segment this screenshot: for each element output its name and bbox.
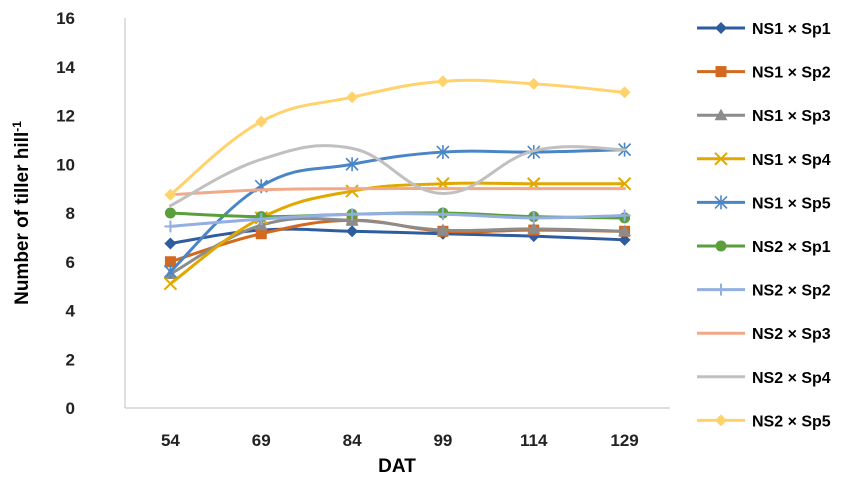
data-point [436, 208, 449, 221]
y-tick-label: 6 [66, 253, 75, 272]
data-point [436, 223, 450, 236]
y-axis-title-superscript: -1 [10, 121, 24, 132]
series-line [168, 148, 627, 273]
series-line [168, 212, 627, 228]
x-tick-label: 84 [343, 431, 362, 450]
series-9 [168, 144, 627, 208]
legend-marker [715, 240, 727, 252]
data-point [527, 77, 540, 90]
series-10 [164, 75, 631, 201]
legend-item: NS1 × Sp5 [697, 195, 831, 212]
data-point [163, 276, 178, 291]
series-8 [168, 187, 627, 197]
legend-marker [714, 108, 728, 121]
series-2 [164, 214, 631, 268]
data-point [346, 208, 359, 221]
x-tick-label: 54 [161, 431, 180, 450]
legend-marker [714, 195, 728, 210]
series-line [168, 181, 627, 286]
data-point [164, 237, 177, 250]
legend-label: NS1 × Sp2 [752, 65, 831, 82]
y-tick-label: 12 [56, 107, 75, 126]
data-point [345, 184, 359, 198]
legend-label: NS2 × Sp3 [752, 326, 831, 343]
series-line [168, 187, 627, 197]
legend-item: NS1 × Sp1 [697, 21, 831, 38]
legend-marker [715, 283, 727, 296]
data-point [164, 256, 176, 268]
x-tick-label: 69 [252, 431, 271, 450]
legend-label: NS1 × Sp3 [752, 108, 831, 125]
y-tick-label: 10 [56, 155, 75, 174]
x-tick-label: 99 [433, 431, 452, 450]
data-point [346, 225, 359, 238]
y-tick-label: 16 [56, 9, 75, 28]
legend-label: NS1 × Sp4 [752, 152, 831, 169]
data-point [436, 75, 449, 88]
data-point [346, 91, 359, 104]
legend-label: NS2 × Sp4 [752, 370, 831, 387]
axes [124, 18, 670, 409]
series-layer [163, 75, 632, 291]
legend-label: NS1 × Sp1 [752, 21, 831, 38]
x-tick-label: 114 [520, 431, 548, 450]
data-point [255, 228, 267, 240]
legend-item: NS2 × Sp1 [697, 239, 831, 256]
series-line [168, 218, 627, 264]
series-line [168, 78, 627, 197]
series-line [168, 144, 627, 208]
series-7 [164, 208, 631, 233]
data-point [527, 222, 541, 234]
data-point [164, 207, 176, 219]
legend-item: NS1 × Sp3 [697, 108, 831, 125]
legend-label: NS2 × Sp1 [752, 239, 831, 256]
data-point [345, 157, 359, 172]
data-point [527, 211, 540, 224]
legend-item: NS2 × Sp3 [697, 326, 831, 343]
y-axis-title: Number of tiller hill-1 [10, 121, 33, 305]
y-tick-label: 0 [66, 399, 75, 418]
legend-item: NS1 × Sp4 [697, 152, 831, 169]
y-axis-title-main: Number of tiller hill [12, 132, 33, 305]
y-tick-label: 8 [66, 204, 75, 223]
y-tick-label: 14 [56, 58, 75, 77]
data-point [164, 188, 177, 201]
y-tick-labels: 0 2 4 6 8 10 12 14 16 [56, 9, 75, 418]
data-point [163, 264, 177, 279]
data-point [164, 220, 177, 233]
legend-item: NS2 × Sp5 [697, 413, 831, 430]
data-point [255, 115, 268, 128]
legend-label: NS2 × Sp2 [752, 283, 831, 300]
x-tick-label: 129 [610, 431, 638, 450]
legend-marker [714, 152, 728, 166]
data-point [255, 213, 268, 226]
legend-item: NS2 × Sp2 [697, 283, 831, 300]
series-5 [163, 142, 632, 279]
series-line [168, 216, 627, 276]
y-tick-label: 4 [66, 302, 76, 321]
legend-item: NS1 × Sp2 [697, 65, 831, 82]
series-line [168, 227, 627, 245]
data-point [618, 233, 631, 246]
data-point [436, 145, 450, 160]
legend-item: NS2 × Sp4 [697, 370, 831, 387]
data-point [618, 209, 631, 222]
data-point [618, 86, 631, 99]
x-tick-labels: 54 69 84 99 114 129 [161, 431, 639, 450]
legend-marker [715, 22, 727, 34]
x-axis-title: DAT [378, 456, 416, 477]
legend-marker [715, 414, 727, 427]
legend-marker [715, 66, 727, 78]
legend-label: NS2 × Sp5 [752, 413, 831, 430]
series-3 [163, 213, 632, 279]
y-tick-label: 2 [66, 350, 75, 369]
data-point [618, 224, 632, 237]
legend-label: NS1 × Sp5 [752, 195, 831, 212]
legend: NS1 × Sp1 NS1 × Sp2 NS1 × Sp3 NS1 × Sp4 NS1 … [697, 21, 831, 430]
